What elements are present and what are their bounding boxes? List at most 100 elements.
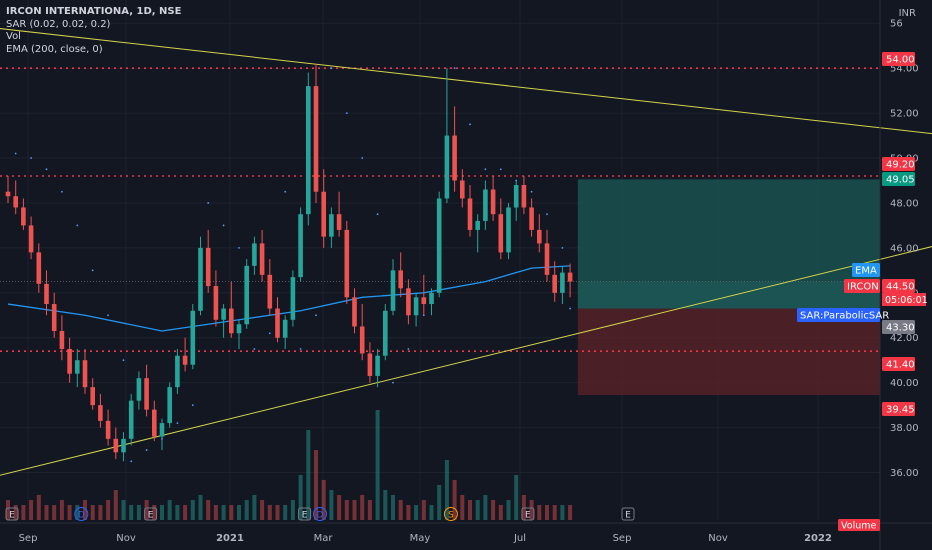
volume-bar bbox=[29, 500, 34, 520]
candle bbox=[252, 236, 257, 275]
volume-bar bbox=[75, 505, 80, 520]
candle-body bbox=[198, 247, 203, 311]
symbol-title[interactable]: IRCON INTERNATIONA, 1D, NSE bbox=[6, 6, 182, 17]
sar-dot bbox=[515, 179, 518, 182]
sar-dot bbox=[546, 213, 548, 216]
candle-body bbox=[352, 297, 357, 327]
candle-body bbox=[82, 360, 88, 388]
candle-body bbox=[513, 184, 519, 208]
candle bbox=[259, 229, 265, 282]
volume-bar bbox=[321, 480, 326, 520]
sar-indicator-label[interactable]: SAR (0.02, 0.02, 0.2) bbox=[6, 18, 111, 30]
candle-body bbox=[36, 252, 42, 284]
candle-body bbox=[75, 360, 80, 374]
price-label: 43.30 bbox=[882, 320, 915, 334]
candle bbox=[467, 184, 473, 237]
price-label-text: 44.50 bbox=[886, 282, 915, 293]
volume-bar bbox=[221, 505, 226, 520]
event-marker-label: E bbox=[525, 511, 531, 521]
event-dividend-marker bbox=[313, 507, 327, 521]
candle bbox=[144, 364, 149, 417]
candle bbox=[244, 259, 249, 329]
candle bbox=[182, 337, 188, 372]
sar-dot bbox=[122, 359, 125, 362]
volume-bar bbox=[391, 495, 395, 520]
series-tag-bg bbox=[844, 279, 880, 293]
ema-indicator-label[interactable]: EMA (200, close, 0) bbox=[6, 43, 103, 55]
volume-bar bbox=[367, 500, 372, 520]
volume-bar bbox=[136, 505, 141, 520]
volume-bar bbox=[175, 505, 180, 520]
x-tick-label: Mar bbox=[314, 533, 334, 544]
x-tick-label: 2022 bbox=[804, 533, 832, 544]
candle-body bbox=[329, 214, 334, 237]
candle bbox=[21, 198, 26, 230]
volume-bar bbox=[152, 505, 157, 520]
candle-body bbox=[159, 423, 165, 437]
price-label-text: 41.40 bbox=[886, 360, 915, 371]
sar-dot bbox=[107, 314, 109, 317]
sar-dot bbox=[469, 123, 471, 126]
candle bbox=[436, 191, 442, 298]
event-earnings-marker bbox=[521, 507, 535, 521]
candle-body bbox=[98, 405, 103, 421]
candle-body bbox=[267, 274, 273, 309]
volume-bar bbox=[144, 500, 149, 520]
candle bbox=[229, 281, 234, 338]
candle-body bbox=[282, 319, 288, 338]
candle-body bbox=[490, 189, 496, 215]
volume-bar bbox=[98, 505, 103, 520]
volume-bar bbox=[344, 500, 349, 520]
volume-bar bbox=[298, 475, 303, 520]
volume-bar bbox=[529, 500, 534, 520]
candle-body bbox=[429, 292, 434, 305]
sar-dot bbox=[569, 307, 571, 310]
candle bbox=[213, 270, 219, 327]
volume-bar bbox=[314, 450, 318, 520]
price-label: 49.05 bbox=[882, 172, 915, 186]
sar-dot bbox=[238, 246, 240, 249]
candle bbox=[98, 393, 103, 428]
y-tick-label: 52.00 bbox=[890, 109, 919, 120]
volume-indicator-label[interactable]: Vol bbox=[6, 31, 21, 42]
event-earnings-marker bbox=[144, 507, 158, 521]
candle-body bbox=[537, 229, 542, 244]
event-earnings-marker bbox=[5, 507, 19, 521]
countdown-label: 05:06:01 bbox=[882, 293, 928, 306]
candle bbox=[67, 337, 72, 383]
candle bbox=[483, 180, 488, 230]
candle bbox=[413, 292, 419, 327]
candle bbox=[383, 304, 388, 361]
volume-bar bbox=[206, 500, 211, 520]
volume-bar bbox=[437, 485, 442, 520]
volume-bar bbox=[198, 495, 203, 520]
candle-body bbox=[383, 310, 388, 356]
volume-bar bbox=[252, 495, 257, 520]
candle bbox=[51, 292, 57, 338]
y-tick-label: 56 bbox=[890, 19, 903, 30]
y-tick-label: 38.00 bbox=[890, 423, 919, 434]
sar-dot bbox=[453, 67, 456, 70]
candle-body bbox=[483, 189, 488, 221]
candle bbox=[475, 214, 480, 253]
candle-body bbox=[344, 229, 350, 298]
price-label-bg bbox=[882, 172, 915, 186]
series-tag: EMA bbox=[852, 263, 880, 277]
volume-bar bbox=[568, 505, 573, 520]
candle-body bbox=[567, 272, 573, 282]
event-earnings-marker bbox=[298, 507, 312, 521]
event-earnings-marker bbox=[621, 507, 635, 521]
volume-bar bbox=[560, 505, 565, 520]
candle-body bbox=[128, 400, 134, 439]
candle-body bbox=[244, 265, 249, 325]
candle bbox=[344, 220, 350, 305]
sar-dot bbox=[484, 168, 487, 171]
candle-body bbox=[167, 387, 172, 424]
candle bbox=[105, 409, 111, 446]
candle-body bbox=[390, 270, 396, 311]
x-tick-label: 2021 bbox=[216, 533, 244, 544]
volume-bar bbox=[406, 505, 411, 520]
candle bbox=[198, 236, 203, 316]
sar-dot bbox=[14, 152, 17, 155]
